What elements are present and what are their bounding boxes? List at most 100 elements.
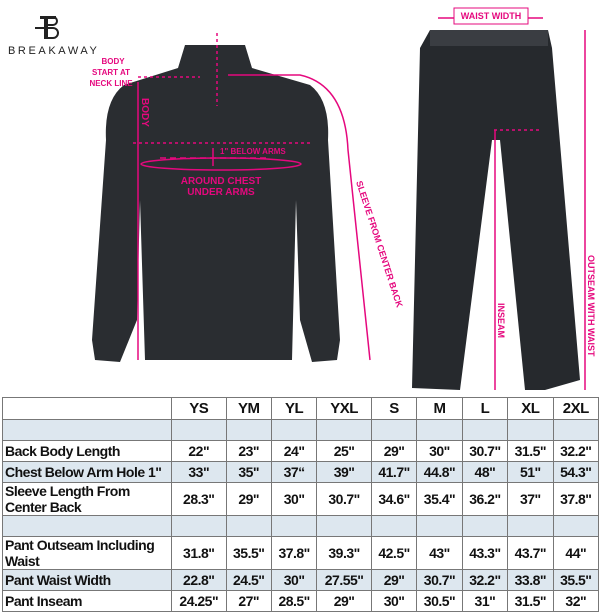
size-value: 30.5" — [416, 590, 463, 612]
jacket — [92, 45, 340, 362]
size-value: 31.8" — [171, 536, 227, 570]
size-value: 43" — [416, 536, 463, 570]
size-value: 35" — [225, 461, 272, 483]
size-chart-table: YS YM YL YXL S M L XL 2XL Back Body Length 22" 23" 2… — [2, 397, 600, 612]
row-label — [2, 419, 172, 441]
table-row: Pant Outseam Including Waist 31.8" 35.5" 37… — [2, 536, 600, 570]
size-value — [552, 515, 600, 537]
size-header-row: YS YM YL YXL S M L XL 2XL — [2, 397, 600, 420]
size-value — [416, 515, 463, 537]
size-value — [370, 419, 418, 441]
annotation-body-start-1: BODY — [101, 57, 125, 66]
table-row: Pant Inseam 24.25" 27" 28.5" 29" 30" 30.5" 31" 3… — [2, 590, 600, 612]
annotation-outseam: OUTSEAM WITH WAIST — [586, 255, 596, 357]
size-value: 32" — [552, 590, 600, 612]
size-value: 48" — [461, 461, 509, 483]
row-label — [2, 515, 172, 537]
size-value: 37.8" — [270, 536, 318, 570]
table-row — [2, 419, 600, 441]
annotation-body-start-3: NECK LINE — [89, 79, 133, 88]
size-value: 41.7" — [370, 461, 418, 483]
size-header: YM — [225, 397, 272, 420]
size-value: 30" — [270, 482, 318, 516]
size-value — [171, 419, 227, 441]
size-value — [552, 419, 600, 441]
size-value — [270, 419, 318, 441]
size-value: 30" — [370, 590, 418, 612]
size-value — [507, 419, 554, 441]
size-value: 30.7" — [461, 440, 509, 462]
size-value — [270, 515, 318, 537]
size-value: 35.5" — [225, 536, 272, 570]
size-value — [171, 515, 227, 537]
size-value: 35.4" — [416, 482, 463, 516]
size-value — [461, 515, 509, 537]
size-value: 29" — [316, 590, 372, 612]
size-value: 35.5" — [552, 569, 600, 591]
size-value: 28.3" — [171, 482, 227, 516]
table-row: Pant Waist Width 22.8" 24.5" 30" 27.55" 29" 30… — [2, 569, 600, 591]
brand-logo: BREAKAWAY — [8, 16, 99, 57]
header-corner — [2, 397, 172, 420]
size-header: XL — [507, 397, 554, 420]
b-monogram-logo-icon — [35, 16, 59, 39]
annotation-sleeve: SLEEVE FROM CENTER BACK — [354, 180, 405, 310]
annotation-inseam: INSEAM — [496, 303, 506, 338]
size-value: 32.2" — [552, 440, 600, 462]
row-label: Chest Below Arm Hole 1" — [2, 461, 172, 483]
row-label: Back Body Length — [2, 440, 172, 462]
brand-name: BREAKAWAY — [8, 45, 99, 57]
table-row — [2, 515, 600, 537]
size-header: L — [461, 397, 509, 420]
annotation-below-arms: 1" BELOW ARMS — [220, 147, 286, 156]
size-value: 22.8" — [171, 569, 227, 591]
annotation-body-start-2: START AT — [92, 68, 130, 77]
size-value: 30" — [416, 440, 463, 462]
size-value: 33" — [171, 461, 227, 483]
size-value: 43.3" — [461, 536, 509, 570]
size-value: 37.8" — [552, 482, 600, 516]
size-header: S — [370, 397, 418, 420]
size-value: 32.2" — [461, 569, 509, 591]
size-value: 30.7" — [416, 569, 463, 591]
size-value: 31.5" — [507, 590, 554, 612]
size-value: 42.5" — [370, 536, 418, 570]
size-value — [316, 419, 372, 441]
size-value: 24.5" — [225, 569, 272, 591]
size-value: 43.7" — [507, 536, 554, 570]
size-value: 31.5" — [507, 440, 554, 462]
table-row: Chest Below Arm Hole 1" 33" 35" 37“ 39" 41.7"… — [2, 461, 600, 483]
size-value: 33.8" — [507, 569, 554, 591]
annotation-chest-1: AROUND CHEST — [181, 176, 262, 187]
row-label: Pant Inseam — [2, 590, 172, 612]
pants — [412, 30, 580, 390]
annotation-waist-width: WAIST WIDTH — [461, 11, 522, 21]
size-value: 44" — [552, 536, 600, 570]
size-header: YL — [270, 397, 318, 420]
size-value: 27.55" — [316, 569, 372, 591]
size-value: 27" — [225, 590, 272, 612]
size-value: 37“ — [270, 461, 318, 483]
size-value: 29" — [370, 440, 418, 462]
size-value: 37" — [507, 482, 554, 516]
size-value: 31" — [461, 590, 509, 612]
size-value: 51" — [507, 461, 554, 483]
table-row: Sleeve Length From Center Back 28.3" 29" 30… — [2, 482, 600, 516]
size-value — [316, 515, 372, 537]
size-value — [507, 515, 554, 537]
size-value — [370, 515, 418, 537]
size-header: YS — [171, 397, 227, 420]
size-value: 30" — [270, 569, 318, 591]
row-label: Sleeve Length From Center Back — [2, 482, 172, 516]
size-value: 25" — [316, 440, 372, 462]
annotation-chest-2: UNDER ARMS — [187, 187, 255, 198]
size-value: 39" — [316, 461, 372, 483]
size-value: 30.7" — [316, 482, 372, 516]
size-value: 29" — [225, 482, 272, 516]
size-header: M — [416, 397, 463, 420]
size-value: 44.8" — [416, 461, 463, 483]
size-value: 28.5" — [270, 590, 318, 612]
annotation-body: BODY — [139, 98, 150, 127]
row-label: Pant Outseam Including Waist — [2, 536, 172, 570]
